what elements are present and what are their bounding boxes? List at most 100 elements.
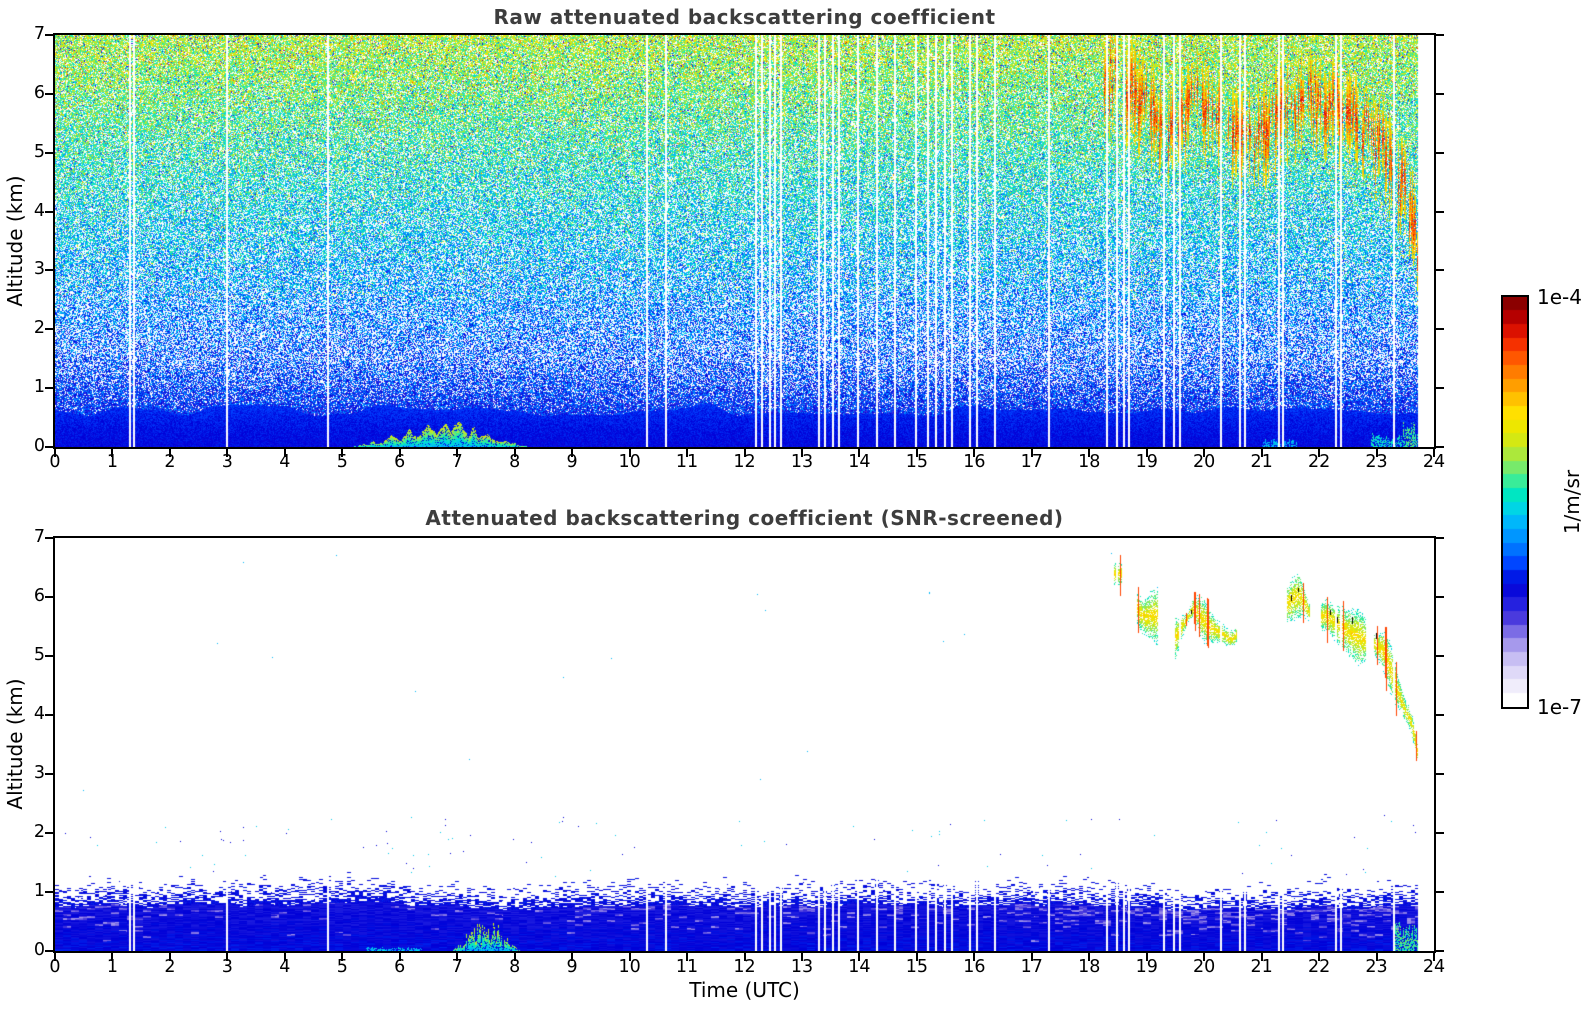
x-tick (973, 953, 976, 961)
y-tick-label: 6 (33, 82, 45, 103)
y-tick-label: 2 (33, 318, 45, 339)
x-tick-label: 6 (394, 957, 406, 977)
x-tick-label: 1 (106, 957, 119, 977)
x-tick (800, 953, 803, 961)
x-tick-label: 16 (963, 452, 986, 472)
y-tick-label: 6 (33, 586, 45, 606)
y-tick-label: 0 (33, 940, 45, 960)
x-tick-label: 11 (675, 452, 699, 472)
x-tick (283, 449, 286, 457)
x-tick (1375, 953, 1378, 961)
x-tick (398, 449, 401, 457)
x-tick-label: 24 (1422, 957, 1446, 977)
y-tick-right (1436, 596, 1444, 598)
y-tick-left (45, 773, 53, 775)
x-tick (226, 449, 229, 457)
x-tick (1088, 953, 1091, 961)
x-tick (341, 953, 344, 961)
y-tick-right (1436, 92, 1444, 95)
colorbar-max-label: 1e-4 (1537, 285, 1582, 309)
y-tick-left (45, 655, 53, 657)
x-tick-label: 16 (963, 957, 986, 977)
x-tick (858, 953, 861, 961)
y-tick-label: 1 (33, 377, 45, 398)
top-y-axis-label: Altitude (km) (3, 175, 27, 307)
x-tick (1030, 449, 1033, 457)
y-tick-left (45, 269, 53, 272)
y-tick-right (1436, 537, 1444, 539)
x-tick (1318, 449, 1321, 457)
x-tick (54, 953, 56, 961)
y-tick-label: 3 (33, 259, 45, 280)
x-tick-label: 18 (1078, 957, 1101, 977)
x-tick (915, 449, 918, 457)
y-tick-right (1436, 34, 1444, 36)
x-tick-label: 7 (451, 957, 463, 977)
x-tick (743, 953, 746, 961)
x-tick-label: 17 (1020, 452, 1043, 472)
x-tick (1318, 953, 1321, 961)
y-tick-right (1436, 891, 1444, 893)
y-tick-right (1436, 151, 1444, 154)
x-tick (111, 449, 114, 457)
y-tick-left (45, 387, 53, 390)
y-tick-left (45, 446, 53, 448)
x-tick-label: 14 (848, 957, 871, 977)
x-tick (54, 449, 56, 457)
x-tick-label: 7 (451, 452, 463, 472)
x-tick (168, 953, 171, 961)
x-tick (398, 953, 401, 961)
x-tick-label: 21 (1250, 957, 1273, 977)
x-tick-label: 13 (790, 452, 814, 472)
x-tick-label: 4 (279, 452, 291, 472)
y-tick-left (45, 891, 53, 893)
x-tick-label: 15 (905, 452, 929, 472)
x-tick (513, 449, 516, 457)
y-tick-right (1436, 328, 1444, 331)
y-tick-label: 5 (33, 141, 45, 162)
x-tick (1145, 953, 1148, 961)
x-tick (686, 953, 689, 961)
y-tick-left (45, 92, 53, 95)
x-tick-label: 22 (1307, 452, 1331, 472)
x-tick (1203, 953, 1206, 961)
x-tick-label: 23 (1365, 452, 1388, 472)
x-tick-label: 2 (164, 452, 176, 472)
y-tick-left (45, 34, 53, 36)
x-tick (226, 953, 229, 961)
x-tick (973, 449, 976, 457)
colorbar (1503, 297, 1527, 707)
colorbar-min-label: 1e-7 (1537, 695, 1582, 719)
x-tick-label: 10 (618, 452, 641, 472)
y-tick-left (45, 832, 53, 834)
y-tick-left (45, 950, 53, 952)
y-tick-right (1436, 950, 1444, 952)
y-tick-right (1436, 714, 1444, 716)
x-tick-label: 10 (618, 957, 641, 977)
y-tick-left (45, 151, 53, 154)
bottom-y-axis-label: Altitude (km) (3, 678, 27, 810)
x-tick-label: 0 (49, 957, 61, 977)
y-tick-label: 4 (33, 704, 45, 724)
y-tick-right (1436, 773, 1444, 775)
x-tick (513, 953, 516, 961)
x-axis-label: Time (UTC) (689, 978, 800, 1002)
y-tick-label: 2 (33, 822, 45, 842)
x-tick-label: 12 (733, 452, 756, 472)
x-tick-label: 21 (1250, 452, 1273, 472)
x-tick (915, 953, 918, 961)
x-tick-label: 8 (509, 957, 521, 977)
x-tick-label: 2 (164, 957, 176, 977)
x-tick-label: 22 (1307, 957, 1331, 977)
x-tick (628, 953, 631, 961)
x-tick-label: 19 (1135, 957, 1158, 977)
x-tick (1260, 449, 1263, 457)
x-tick-label: 18 (1078, 452, 1101, 472)
x-tick-label: 24 (1422, 452, 1446, 472)
y-tick-label: 3 (33, 763, 45, 783)
x-tick-label: 14 (848, 452, 871, 472)
x-tick (168, 449, 171, 457)
raw-backscatter-heatmap (55, 35, 1434, 447)
x-tick (571, 953, 574, 961)
